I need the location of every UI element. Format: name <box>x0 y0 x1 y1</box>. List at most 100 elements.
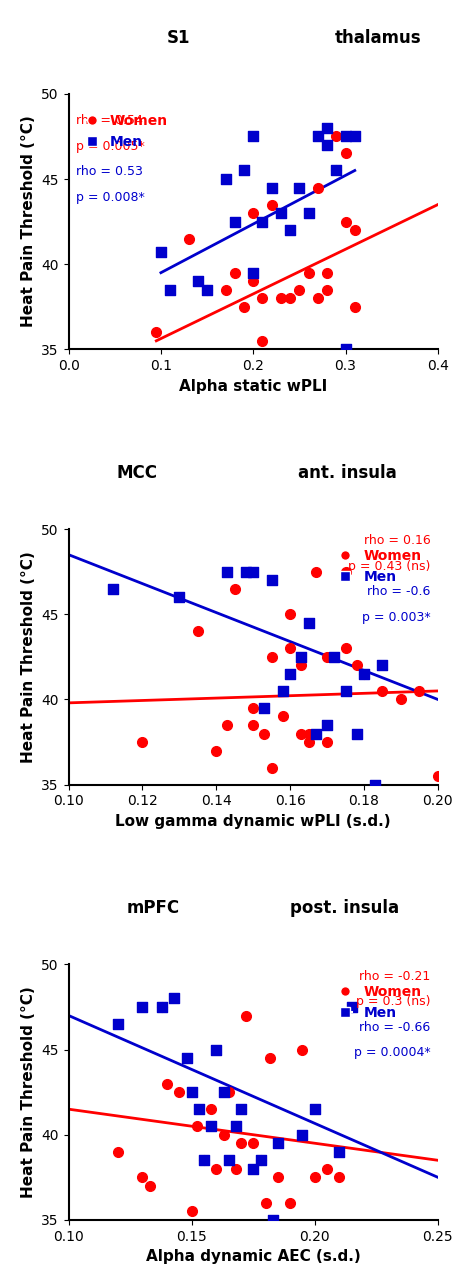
Point <box>220 1124 228 1145</box>
Point <box>212 1040 220 1060</box>
Point <box>342 211 349 231</box>
Point <box>305 203 312 224</box>
Point <box>249 714 257 735</box>
Text: post. insula: post. insula <box>290 899 399 917</box>
Point <box>267 1047 274 1068</box>
Point <box>348 997 356 1018</box>
Point <box>299 1124 306 1145</box>
Point <box>262 1192 269 1213</box>
Point <box>139 731 146 752</box>
Y-axis label: Heat Pain Threshold (°C): Heat Pain Threshold (°C) <box>21 116 36 328</box>
Point <box>397 689 405 709</box>
Text: mPFC: mPFC <box>126 899 179 917</box>
Point <box>323 135 331 155</box>
Point <box>242 1005 250 1025</box>
Point <box>296 177 303 198</box>
Point <box>231 211 238 231</box>
Point <box>146 1176 154 1196</box>
Point <box>286 220 294 240</box>
Text: ant. insula: ant. insula <box>298 464 396 482</box>
Point <box>416 681 423 702</box>
Point <box>360 663 368 684</box>
Point <box>269 1209 277 1230</box>
Point <box>240 161 248 181</box>
Point <box>153 323 160 343</box>
Point <box>200 1150 208 1171</box>
Point <box>342 126 349 146</box>
Point <box>259 330 266 351</box>
Point <box>298 723 305 744</box>
Point <box>232 1115 240 1136</box>
Point <box>311 1167 319 1187</box>
Text: rho = -0.21: rho = -0.21 <box>359 969 430 983</box>
Text: rho = -0.66: rho = -0.66 <box>359 1020 430 1033</box>
Point <box>333 161 340 181</box>
Point <box>305 262 312 283</box>
Point <box>336 1141 343 1162</box>
Point <box>268 571 275 591</box>
Point <box>163 1073 171 1094</box>
Point <box>351 297 358 317</box>
Point <box>175 587 183 608</box>
Point <box>342 639 349 659</box>
Point <box>220 1082 228 1103</box>
Point <box>249 126 257 146</box>
Point <box>331 646 338 667</box>
Point <box>342 562 349 582</box>
Point <box>158 997 166 1018</box>
Point <box>114 1141 122 1162</box>
Point <box>268 177 275 198</box>
Point <box>185 229 192 249</box>
Point <box>305 723 312 744</box>
Point <box>232 1159 240 1180</box>
Point <box>249 562 257 582</box>
Point <box>231 262 238 283</box>
Point <box>257 1150 264 1171</box>
Point <box>225 1082 232 1103</box>
Point <box>212 1159 220 1180</box>
Point <box>314 126 322 146</box>
Point <box>208 1115 215 1136</box>
Point <box>268 646 275 667</box>
X-axis label: Alpha static wPLI: Alpha static wPLI <box>179 379 328 393</box>
Point <box>323 731 331 752</box>
Point <box>274 1133 282 1154</box>
Point <box>379 681 386 702</box>
Point <box>157 242 164 262</box>
X-axis label: Alpha dynamic AEC (s.d.): Alpha dynamic AEC (s.d.) <box>146 1249 361 1264</box>
Point <box>249 271 257 292</box>
Point <box>342 681 349 702</box>
Point <box>188 1082 195 1103</box>
Point <box>305 731 312 752</box>
Point <box>311 1099 319 1119</box>
Point <box>237 1099 245 1119</box>
Legend: Women, Men: Women, Men <box>333 544 427 590</box>
Point <box>353 723 360 744</box>
Point <box>342 143 349 163</box>
Point <box>286 1192 294 1213</box>
X-axis label: Low gamma dynamic wPLI (s.d.): Low gamma dynamic wPLI (s.d.) <box>116 813 391 829</box>
Point <box>249 1159 257 1180</box>
Point <box>353 655 360 676</box>
Text: rho = 0.54: rho = 0.54 <box>76 114 143 127</box>
Point <box>222 279 229 299</box>
Legend: Women, Men: Women, Men <box>333 979 427 1025</box>
Point <box>259 288 266 308</box>
Point <box>224 714 231 735</box>
Text: p = 0.43 (ns): p = 0.43 (ns) <box>348 560 430 573</box>
Point <box>261 723 268 744</box>
Legend: Women, Men: Women, Men <box>79 108 173 154</box>
Point <box>323 1159 331 1180</box>
Point <box>183 1047 191 1068</box>
Text: rho = -0.6: rho = -0.6 <box>367 586 430 599</box>
Point <box>200 1150 208 1171</box>
Point <box>188 1201 195 1222</box>
Point <box>257 1150 264 1171</box>
Point <box>171 988 178 1009</box>
Point <box>277 203 285 224</box>
Point <box>139 1167 146 1187</box>
Point <box>351 126 358 146</box>
Point <box>323 714 331 735</box>
Point <box>333 161 340 181</box>
Point <box>279 707 287 727</box>
